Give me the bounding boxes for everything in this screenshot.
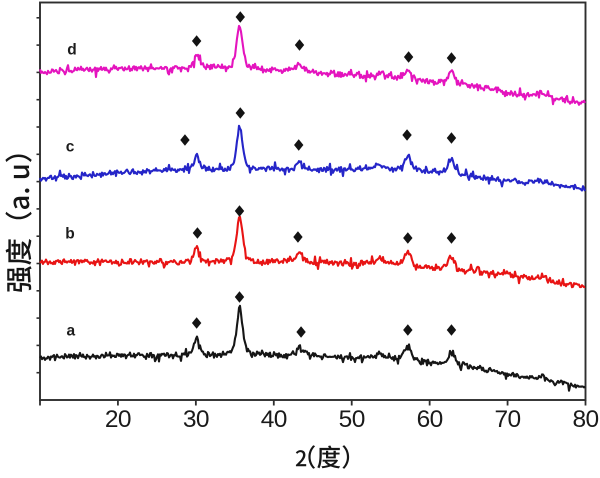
peak-marker-diamond xyxy=(402,129,412,141)
peak-marker-diamond xyxy=(403,232,413,244)
peak-marker-diamond xyxy=(191,317,202,329)
peak-marker-diamond xyxy=(235,107,245,119)
peak-marker-diamond xyxy=(446,132,457,144)
peak-marker-diamond xyxy=(446,52,457,64)
peak-marker-diamond xyxy=(192,227,203,239)
plot-frame xyxy=(39,1,587,401)
x-tick-label: 20 xyxy=(105,406,131,433)
x-tick-label: 50 xyxy=(339,406,365,433)
peak-marker-diamond xyxy=(294,39,305,51)
x-tick-label: 80 xyxy=(572,406,598,433)
peak-marker-diamond xyxy=(296,326,306,338)
peak-marker-diamond xyxy=(235,11,245,23)
peak-marker-diamond xyxy=(294,139,304,151)
x-tick-label: 30 xyxy=(183,406,209,433)
series-b-curve xyxy=(39,215,586,289)
y-axis-title xyxy=(5,154,32,292)
series-d-curve xyxy=(38,24,586,106)
series-c-label: c xyxy=(66,139,75,156)
series-b-label: b xyxy=(65,226,74,243)
y-axis xyxy=(36,16,40,374)
peak-marker-diamond xyxy=(234,291,245,303)
peak-marker-diamond xyxy=(180,134,190,146)
peak-marker-diamond xyxy=(403,51,414,63)
series-a-curve xyxy=(39,304,586,392)
x-tick-label: 70 xyxy=(495,406,521,433)
peak-marker-diamond xyxy=(191,35,202,47)
peak-marker-diamond xyxy=(446,232,457,244)
series-d-label: d xyxy=(67,42,76,59)
x-axis: 20 30 40 50 60 70 80 xyxy=(39,400,599,433)
series-a-label: a xyxy=(66,323,75,340)
peak-marker-diamond xyxy=(234,205,245,217)
series-c-curve xyxy=(39,124,586,192)
peak-marker-diamond xyxy=(403,324,413,336)
x-axis-title xyxy=(295,445,350,469)
peak-marker-diamond xyxy=(293,231,303,243)
x-tick-label: 60 xyxy=(417,406,443,433)
x-tick-label: 40 xyxy=(261,406,287,433)
peak-marker-diamond xyxy=(446,324,457,336)
